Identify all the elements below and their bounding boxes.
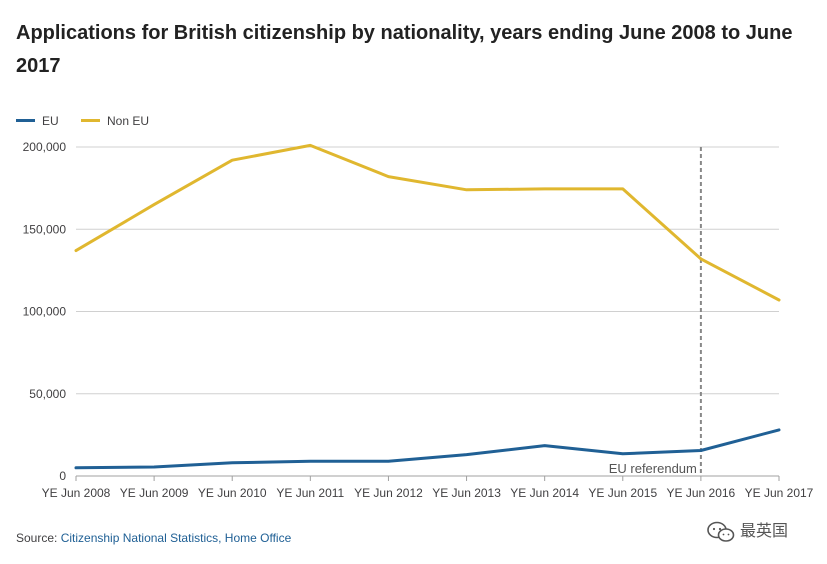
data-point-non-eu xyxy=(75,250,77,252)
y-tick-label: 100,000 xyxy=(23,305,67,319)
data-point-eu xyxy=(153,466,155,468)
legend-label-eu: EU xyxy=(42,114,59,128)
wechat-icon xyxy=(707,521,735,542)
chart-title: Applications for British citizenship by … xyxy=(16,22,793,77)
y-tick-label: 150,000 xyxy=(23,222,67,236)
data-point-eu xyxy=(387,460,389,462)
legend-label-non-eu: Non EU xyxy=(107,114,150,128)
data-point-non-eu xyxy=(466,189,468,191)
annotation-layer: EU referendum xyxy=(609,147,702,476)
data-point-eu xyxy=(544,445,546,447)
y-axis-tick-labels: 0 50,000 100,000 150,000 200,000 xyxy=(23,140,67,483)
x-tick-label: YE Jun 2012 xyxy=(354,486,423,500)
watermark: 最英国 xyxy=(706,517,788,543)
legend-item-eu: EU xyxy=(16,114,59,128)
data-point-eu xyxy=(309,460,311,462)
data-point-non-eu xyxy=(231,159,233,161)
gridlines xyxy=(76,146,779,477)
x-tick-label: YE Jun 2011 xyxy=(276,486,344,500)
data-point-eu xyxy=(231,462,233,464)
x-tick-label: YE Jun 2008 xyxy=(42,486,111,500)
eu-referendum-label: EU referendum xyxy=(609,461,697,476)
source-prefix: Source: xyxy=(16,531,61,545)
data-point-eu xyxy=(700,450,702,452)
data-point-eu xyxy=(778,429,780,431)
x-tick-label: YE Jun 2010 xyxy=(198,486,267,500)
x-tick-label: YE Jun 2013 xyxy=(432,486,501,500)
series-line-eu xyxy=(74,428,781,470)
data-point-non-eu xyxy=(622,188,624,190)
x-tick-label: YE Jun 2017 xyxy=(745,486,814,500)
y-tick-label: 200,000 xyxy=(23,140,67,154)
legend-swatch-eu xyxy=(16,119,35,123)
series-line-non-eu xyxy=(74,143,781,302)
source-link[interactable]: Citizenship National Statistics, Home Of… xyxy=(60,531,292,545)
data-point-eu xyxy=(466,454,468,456)
legend-swatch-non-eu xyxy=(81,119,100,123)
data-point-eu xyxy=(75,467,77,469)
data-point-eu xyxy=(622,453,624,455)
y-tick-label: 50,000 xyxy=(29,387,66,401)
source-note: Source: Citizenship National Statistics,… xyxy=(16,531,291,545)
x-tick-label: YE Jun 2014 xyxy=(510,486,579,500)
x-tick-label: YE Jun 2016 xyxy=(667,486,736,500)
legend-item-non-eu: Non EU xyxy=(81,114,149,128)
series-lines xyxy=(74,143,781,470)
data-point-non-eu xyxy=(778,299,780,301)
watermark-text: 最英国 xyxy=(740,523,789,540)
data-point-non-eu xyxy=(309,144,311,146)
y-tick-label: 0 xyxy=(59,469,66,483)
data-point-non-eu xyxy=(153,204,155,206)
data-point-non-eu xyxy=(387,176,389,178)
data-point-non-eu xyxy=(544,188,546,190)
x-tick-label: YE Jun 2015 xyxy=(588,486,657,500)
data-point-non-eu xyxy=(700,258,702,260)
x-tick-label: YE Jun 2009 xyxy=(120,486,189,500)
x-axis-tick-labels: YE Jun 2008 YE Jun 2009 YE Jun 2010 YE Jun … xyxy=(42,476,814,500)
